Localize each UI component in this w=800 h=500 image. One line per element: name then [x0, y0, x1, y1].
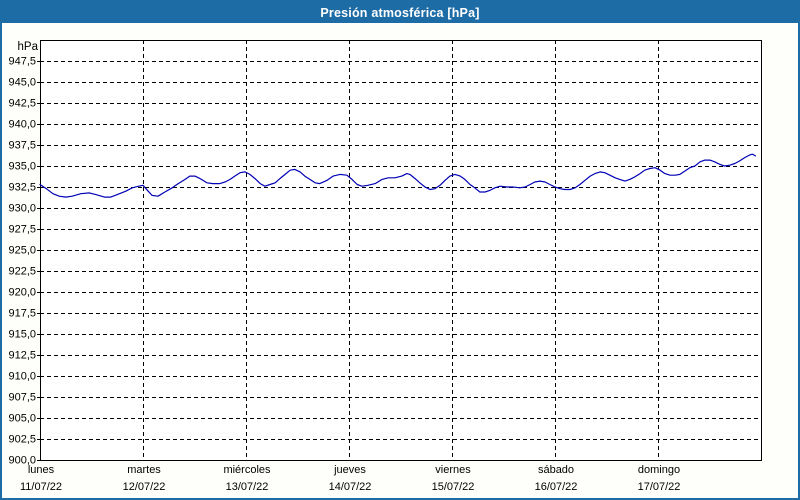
y-axis-label: 925,0	[8, 245, 36, 257]
x-axis-date-label: 14/07/22	[329, 481, 372, 493]
y-axis-label: 915,0	[8, 329, 36, 341]
x-axis-day-label: viernes	[435, 464, 471, 476]
y-axis-label: 942,5	[8, 98, 36, 110]
plot-border	[40, 40, 762, 461]
y-axis-label: 922,5	[8, 266, 36, 278]
x-axis-day-label: miércoles	[223, 464, 271, 476]
y-axis-label: 902,5	[8, 434, 36, 446]
x-axis-date-label: 12/07/22	[123, 481, 166, 493]
x-axis-date-label: 11/07/22	[20, 481, 62, 493]
y-axis-label: 935,0	[8, 161, 36, 173]
y-axis-label: 945,0	[8, 77, 36, 89]
y-axis-label: 907,5	[8, 392, 36, 404]
y-axis-label: 947,5	[8, 56, 36, 68]
y-axis-label: 912,5	[8, 350, 36, 362]
x-axis-day-label: jueves	[333, 464, 366, 476]
x-axis-day-label: lunes	[28, 464, 55, 476]
chart-title: Presión atmosférica [hPa]	[320, 5, 480, 20]
x-axis-date-label: 15/07/22	[432, 481, 475, 493]
y-axis-label: 920,0	[8, 287, 36, 299]
y-axis-label: 937,5	[8, 140, 36, 152]
x-axis-date-label: 16/07/22	[535, 481, 578, 493]
x-axis-date-label: 17/07/22	[638, 481, 681, 493]
y-axis-label: 927,5	[8, 224, 36, 236]
x-axis-day-label: domingo	[638, 464, 680, 476]
x-axis-date-label: 13/07/22	[226, 481, 269, 493]
y-axis-label: 917,5	[8, 308, 36, 320]
y-axis-label: 910,0	[8, 371, 36, 383]
y-axis-label: 905,0	[8, 413, 36, 425]
x-axis-day-label: martes	[127, 464, 161, 476]
y-axis-label: 940,0	[8, 119, 36, 131]
y-axis-label: 932,5	[8, 182, 36, 194]
title-bar: Presión atmosférica [hPa]	[2, 2, 798, 23]
y-axis-label: 930,0	[8, 203, 36, 215]
x-axis-day-label: sábado	[538, 464, 574, 476]
y-axis-label: 900,0	[8, 455, 36, 467]
y-axis-unit-label: hPa	[18, 41, 39, 53]
pressure-data-line	[39, 153, 757, 198]
